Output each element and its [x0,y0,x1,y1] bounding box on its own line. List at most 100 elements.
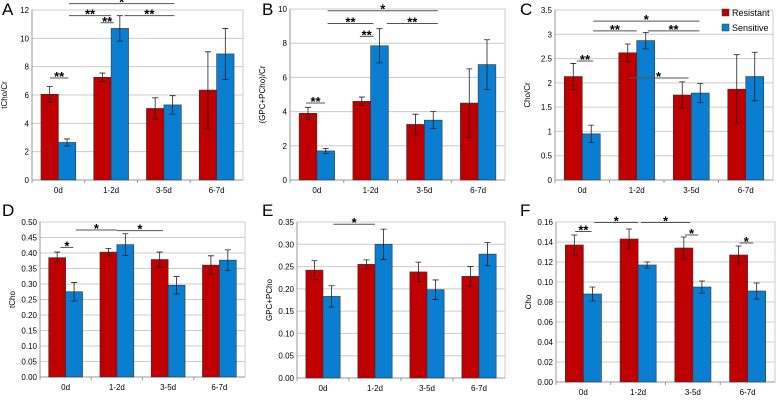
y-tick-label: 8 [283,39,288,48]
y-tick-label: 0.06 [537,318,553,327]
significance-marker: ** [102,14,113,29]
significance-marker: ** [668,22,679,37]
error-bar [358,96,365,107]
error-bar [328,285,335,308]
x-tick-label: 3-5d [683,186,699,195]
error-bar [412,113,419,136]
bar-sensitive [322,296,341,379]
y-tick-label: 0.40 [21,249,37,258]
y-tick-label: 4 [25,119,30,128]
significance-marker: ** [54,69,65,84]
panel-f: F 0.00 0.02 0.04 0.06 0.08 0.10 0.12 0.14 0.16 Cho… [520,201,776,397]
significance-marker: ** [345,15,356,30]
significance-marker: ** [310,94,321,109]
bar-sensitive [690,92,710,181]
bar-resistant [674,247,694,383]
bar-sensitive [478,253,497,379]
y-tick-label: 0.35 [278,218,294,227]
x-tick-label: 6-7d [470,186,486,195]
y-tick-label: 0.04 [537,338,553,347]
bar-resistant [619,238,639,383]
error-bar [680,236,687,260]
error-bar [207,255,214,275]
y-tick-label: 1.5 [541,103,553,112]
x-tick-label: 6-7d [740,388,756,397]
x-tick-label: 1-2d [630,388,646,397]
y-tick-label: 10 [278,5,287,14]
x-tick-label: 1-2d [109,383,125,392]
error-bar [644,261,651,269]
error-bar [322,147,329,154]
error-bar [169,95,176,115]
y-tick-label: 1 [548,127,553,136]
x-tick-label: 1-2d [103,186,119,195]
legend-swatch-resistant [721,8,730,17]
y-axis-label: tCho/Cr [0,81,9,109]
legend-label-resistant: Resistant [732,8,770,18]
error-bar [363,259,370,270]
bar-sensitive [219,259,237,378]
y-tick-label: 2 [283,142,288,151]
error-bar [105,247,112,257]
bar-resistant [150,259,169,378]
y-tick-label: 0.30 [278,240,294,249]
y-tick-label: 0.10 [537,278,553,287]
y-axis-label: tCho [8,291,17,308]
significance-marker: ** [580,52,591,67]
bar-resistant [352,101,371,181]
x-tick-label: 1-2d [629,186,645,195]
x-tick-label: 3-5d [156,186,172,195]
error-bar [642,31,649,50]
y-tick-label: 0.15 [278,307,294,316]
y-tick-label: 0.05 [21,358,37,367]
error-bar [224,249,231,271]
significance-marker: * [614,214,620,229]
y-tick-label: 12 [20,6,29,15]
error-bar [432,279,439,300]
x-tick-label: 0d [579,388,588,397]
bar-sensitive [116,244,135,378]
y-tick-label: 0.00 [21,373,37,382]
y-tick-label: 0.08 [537,298,553,307]
error-bar [733,54,740,125]
significance-marker: ** [610,22,621,37]
y-tick-label: 6 [25,91,30,100]
x-tick-label: 6-7d [211,383,227,392]
x-tick-label: 0d [61,383,70,392]
error-bar [571,234,578,256]
significance-marker: ** [578,223,589,238]
y-axis-label: (GPC+PCho)/Cr [258,65,267,123]
x-tick-label: 3-5d [419,384,435,393]
bar-sensitive [167,284,186,378]
legend: Resistant Sensitive [721,8,770,33]
bar-resistant [305,269,324,379]
significance-marker: * [663,214,669,229]
y-tick-label: 0.35 [21,265,37,274]
x-tick-label: 0d [312,186,321,195]
y-tick-label: 0.25 [21,296,37,305]
error-bar [570,63,577,91]
error-bar [122,233,129,256]
y-tick-label: 0.05 [278,352,294,361]
bar-sensitive [424,119,443,181]
legend-swatch-sensitive [721,23,730,32]
y-tick-label: 6 [283,73,288,82]
significance-marker: * [137,222,143,237]
y-axis-label: Cho/Cr [523,82,532,108]
bar-resistant [563,76,583,181]
bar-resistant [729,254,748,383]
significance-marker: * [64,238,70,253]
panel-letter: F [520,201,530,220]
bar-resistant [357,264,376,379]
error-bar [735,245,742,265]
error-bar [753,282,760,300]
error-bar [116,15,123,42]
bar-resistant [298,113,318,181]
x-tick-label: 0d [54,186,63,195]
error-bar [156,251,163,268]
bar-sensitive [65,291,83,378]
bar-sensitive [374,243,393,379]
y-tick-label: 0.30 [21,280,37,289]
error-bar [415,261,422,283]
bar-resistant [565,244,584,383]
